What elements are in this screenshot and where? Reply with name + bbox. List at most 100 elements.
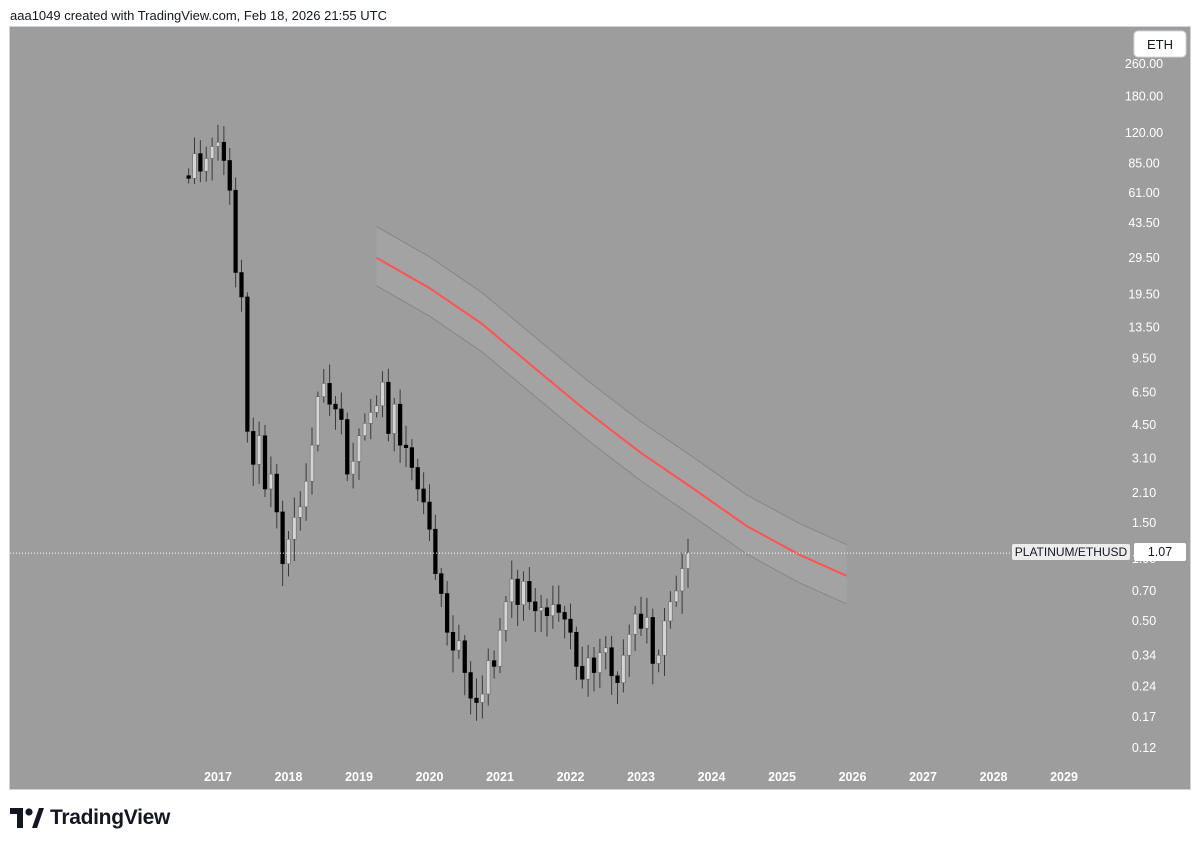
candle [186,168,191,184]
candle-body [668,601,673,622]
candle-body [262,435,268,490]
y-tick-label: 0.24 [1132,679,1156,693]
candle-body [674,590,679,603]
candle [539,595,544,632]
candle-body [486,660,491,695]
candle [492,650,497,679]
candle [233,177,238,288]
candle-body [215,141,221,147]
candle [680,552,685,614]
candle [268,456,273,508]
candle [286,531,291,577]
candle-body [627,634,632,656]
candle-body [356,435,362,462]
candle [304,463,309,521]
candle [227,147,232,205]
candle [515,569,520,626]
candle-body [233,189,238,273]
candle-body [315,396,320,446]
candle [638,596,644,637]
candle [450,615,456,673]
tradingview-logo-text: TradingView [50,806,171,829]
symbol-label: PLATINUM/ETHUSD [1015,545,1128,559]
candle [556,585,561,622]
candle-body [380,381,385,407]
candle [403,425,409,468]
x-tick-label: 2029 [1050,770,1078,784]
candle-body [445,593,450,633]
x-tick-label: 2023 [627,770,655,784]
candle-body [533,601,538,612]
candle [351,442,356,489]
y-tick-label: 0.70 [1132,584,1156,598]
candle [521,571,526,621]
candle-body [621,654,626,683]
candle-body [245,296,250,432]
candle [327,364,332,416]
candle [204,146,209,182]
candle-body [421,488,426,503]
candle-body [503,601,508,631]
candle [374,395,379,418]
candle-body [568,618,573,633]
chart-container[interactable]: 260.00 180.00 120.00 85.00 61.00 43.50 29.50 19… [9,26,1191,790]
candle [409,439,414,481]
candle-body [339,408,344,420]
candle-body [409,447,414,468]
price-axis[interactable]: 260.00 180.00 120.00 85.00 61.00 43.50 29.50 19… [1125,57,1163,755]
candle [503,596,508,642]
candle-body [650,617,655,664]
candlestick-series [186,124,691,721]
candle-body [257,435,262,465]
candle-body [556,604,561,613]
candle [198,140,203,183]
candle-body [439,573,444,594]
candle-body [656,654,661,664]
band-lower-line [376,285,847,605]
candle [586,644,591,697]
candle-body [586,657,591,680]
y-tick-label: 9.50 [1132,352,1156,366]
time-axis[interactable]: 2017 2018 2019 2020 2021 2022 2023 2024 2025 2026… [204,770,1078,784]
candle [615,671,620,705]
candle [650,608,655,685]
currency-badge[interactable]: ETH [1133,30,1187,58]
candle-body [427,501,432,530]
candle-body [286,539,291,565]
y-tick-label: 0.12 [1132,741,1156,755]
candle-body [474,697,479,703]
candle [280,500,285,587]
candle [668,591,673,629]
candle [333,396,338,430]
candle-body [221,141,226,161]
y-tick-label: 0.17 [1132,710,1156,724]
candle-body [309,444,315,482]
candle-body [292,517,297,540]
last-value-label: 1.07 [1148,545,1172,559]
y-tick-label: 43.50 [1128,216,1159,230]
currency-badge-label: ETH [1147,37,1173,52]
candle-body [433,528,438,574]
tradingview-logo[interactable]: TradingView [10,806,170,830]
band-fill [376,226,847,604]
x-tick-label: 2021 [486,770,514,784]
candle [486,648,491,706]
candle [509,560,514,619]
candle-body [403,444,409,448]
candle [544,598,550,637]
x-tick-label: 2026 [839,770,867,784]
candle [421,472,426,515]
candle-body [274,473,279,513]
candle [309,427,315,495]
moving-average-band [376,226,847,605]
y-tick-label: 120.00 [1125,126,1163,140]
candle [480,675,485,719]
candle-body [268,473,273,490]
candle-body [368,412,373,424]
candle [627,624,632,677]
price-chart[interactable]: 260.00 180.00 120.00 85.00 61.00 43.50 29.50 19… [10,27,1190,789]
candle-body [480,693,485,703]
candle [415,458,420,502]
candle [597,638,602,689]
candle [398,389,403,463]
